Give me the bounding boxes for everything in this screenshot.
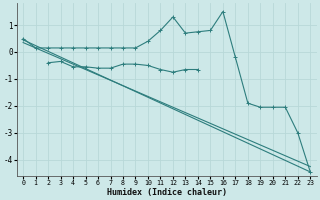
X-axis label: Humidex (Indice chaleur): Humidex (Indice chaleur) [107,188,227,197]
